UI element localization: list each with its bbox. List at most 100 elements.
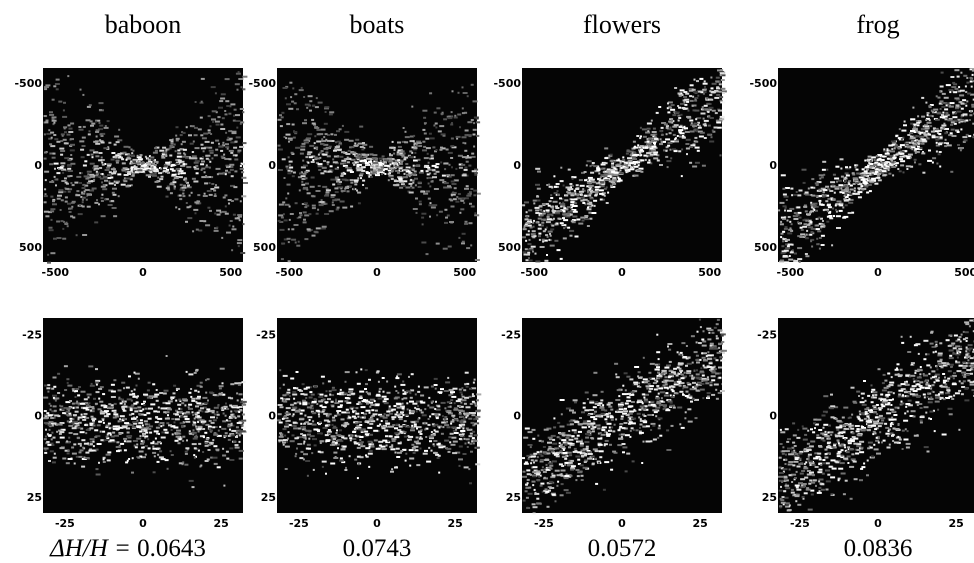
histogram-cell: [420, 394, 425, 397]
histogram-cell: [111, 152, 116, 154]
histogram-cell: [550, 205, 555, 208]
histogram-cell: [97, 408, 102, 411]
histogram-cell: [209, 209, 212, 212]
histogram-cell: [628, 150, 634, 153]
histogram-cell: [121, 419, 125, 422]
histogram-cell: [568, 192, 574, 195]
histogram-cell: [685, 147, 690, 150]
histogram-cell: [550, 197, 554, 199]
histogram-cell: [155, 416, 159, 419]
histogram-cell: [282, 383, 285, 386]
histogram-cell: [230, 415, 236, 418]
histogram-cell: [922, 140, 928, 143]
histogram-cell: [784, 207, 787, 210]
histogram-cell: [892, 174, 895, 177]
histogram-cell: [44, 416, 49, 419]
histogram-cell: [71, 388, 75, 390]
histogram-cell: [225, 169, 228, 172]
histogram-cell: [881, 170, 887, 173]
histogram-cell: [112, 416, 117, 419]
histogram-cell: [72, 418, 75, 421]
histogram-cell: [225, 450, 229, 453]
histogram-cell: [72, 423, 75, 426]
histogram-cell: [876, 175, 880, 177]
histogram-cell: [174, 162, 179, 165]
histogram-cell: [380, 445, 386, 448]
histogram-cell: [327, 420, 331, 423]
histogram-cell: [882, 174, 887, 177]
histogram-cell: [206, 190, 211, 192]
histogram-cell: [938, 133, 942, 135]
histogram-cell: [464, 220, 468, 223]
histogram-cell: [182, 461, 185, 464]
histogram-cell: [474, 173, 478, 176]
histogram-cell: [210, 416, 215, 419]
histogram-cell: [688, 89, 694, 92]
histogram-cell: [552, 211, 558, 214]
histogram-cell: [848, 198, 854, 201]
histogram-cell: [89, 448, 93, 451]
histogram-cell: [717, 69, 722, 72]
histogram-cell: [317, 392, 320, 395]
histogram-cell: [920, 137, 923, 140]
histogram-cell: [230, 184, 235, 187]
histogram-cell: [570, 186, 572, 189]
histogram-cell: [151, 173, 155, 176]
histogram-cell: [323, 147, 329, 150]
histogram-cell: [925, 130, 929, 133]
histogram-cell: [632, 161, 638, 163]
histogram-cell: [421, 216, 425, 219]
histogram-cell: [199, 157, 204, 160]
histogram-cell: [51, 119, 57, 122]
histogram-cell: [94, 201, 99, 204]
histogram-cell: [181, 140, 186, 143]
histogram-cell: [902, 171, 905, 174]
histogram-cell: [50, 131, 55, 134]
histogram-cell: [46, 387, 51, 390]
histogram-cell: [80, 427, 84, 430]
histogram-cell: [667, 102, 669, 105]
histogram-cell: [659, 143, 663, 146]
histogram-cell: [83, 456, 86, 459]
histogram-cell: [442, 426, 445, 429]
histogram-cell: [604, 157, 609, 160]
histogram-cell: [356, 403, 360, 405]
histogram-cell: [458, 445, 463, 448]
histogram-cell: [166, 185, 170, 188]
histogram-cell: [818, 199, 822, 202]
histogram-cell: [404, 141, 409, 144]
histogram-cell: [853, 187, 856, 190]
histogram-cell: [205, 438, 209, 440]
histogram-cell: [153, 395, 158, 398]
histogram-cell: [546, 254, 548, 256]
histogram-cell: [56, 220, 61, 223]
histogram-cell: [948, 89, 954, 92]
histogram-cell: [233, 146, 238, 149]
histogram-cell: [595, 182, 600, 185]
histogram-cell: [409, 457, 415, 460]
histogram-cell: [369, 153, 374, 156]
histogram-cell: [546, 235, 549, 238]
histogram-cell: [931, 136, 936, 139]
histogram-cell: [317, 153, 320, 156]
histogram-cell: [148, 395, 154, 398]
histogram-cell: [952, 111, 957, 114]
histogram-cell: [848, 191, 851, 194]
histogram-cell: [103, 176, 108, 179]
histogram-cell: [284, 203, 290, 206]
histogram-cell: [528, 259, 533, 262]
histogram-cell: [139, 154, 143, 157]
histogram-cell: [884, 152, 890, 155]
histogram-cell: [96, 199, 98, 202]
histogram-cell: [104, 198, 109, 201]
histogram-cell: [886, 167, 889, 170]
histogram-cell: [572, 210, 578, 213]
histogram-cell: [187, 217, 193, 220]
histogram-cell: [932, 157, 937, 160]
histogram-cell: [196, 415, 200, 418]
histogram-cell: [310, 161, 315, 163]
histogram-cell: [458, 464, 461, 467]
histogram-cell: [642, 146, 645, 149]
histogram-cell: [673, 139, 679, 142]
histogram-cell: [793, 260, 799, 262]
